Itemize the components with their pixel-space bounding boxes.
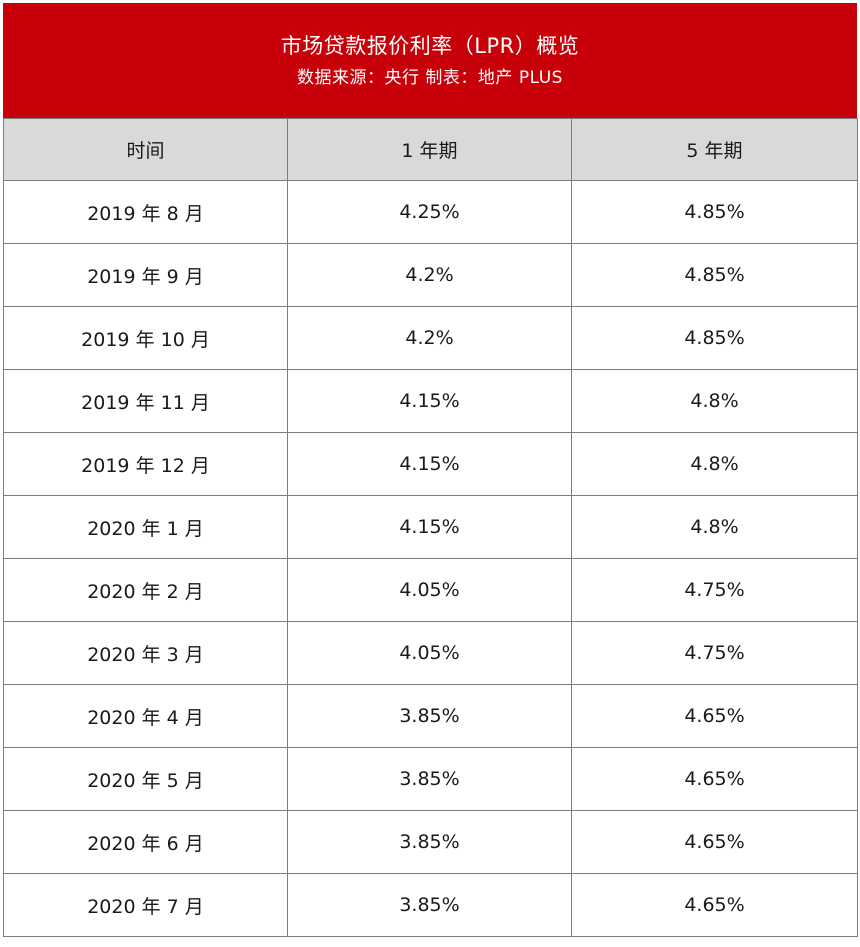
cell-5-year-rate: 4.8% xyxy=(571,369,858,433)
column-header-5-year: 5 年期 xyxy=(571,118,858,181)
cell-5-year-rate: 4.8% xyxy=(571,432,858,496)
cell-5-year-rate: 4.85% xyxy=(571,243,858,307)
table-header-banner: 市场贷款报价利率（LPR）概览 数据来源：央行 制表：地产 PLUS xyxy=(3,3,857,118)
cell-time: 2020 年 2 月 xyxy=(3,558,288,622)
cell-1-year-rate: 4.25% xyxy=(287,180,572,244)
table-row: 2020 年 1 月 4.15% 4.8% xyxy=(3,495,858,559)
column-header-1-year: 1 年期 xyxy=(287,118,572,181)
table-row: 2020 年 3 月 4.05% 4.75% xyxy=(3,621,858,685)
cell-1-year-rate: 3.85% xyxy=(287,747,572,811)
table-row: 2019 年 8 月 4.25% 4.85% xyxy=(3,180,858,244)
cell-time: 2019 年 9 月 xyxy=(3,243,288,307)
cell-1-year-rate: 4.2% xyxy=(287,306,572,370)
cell-5-year-rate: 4.65% xyxy=(571,810,858,874)
cell-5-year-rate: 4.8% xyxy=(571,495,858,559)
cell-5-year-rate: 4.85% xyxy=(571,180,858,244)
cell-time: 2020 年 5 月 xyxy=(3,747,288,811)
cell-1-year-rate: 4.15% xyxy=(287,369,572,433)
table-row: 2020 年 4 月 3.85% 4.65% xyxy=(3,684,858,748)
cell-1-year-rate: 4.05% xyxy=(287,558,572,622)
table-row: 2019 年 9 月 4.2% 4.85% xyxy=(3,243,858,307)
table-row: 2020 年 6 月 3.85% 4.65% xyxy=(3,810,858,874)
cell-time: 2019 年 8 月 xyxy=(3,180,288,244)
table-row: 2019 年 11 月 4.15% 4.8% xyxy=(3,369,858,433)
cell-time: 2020 年 1 月 xyxy=(3,495,288,559)
cell-1-year-rate: 4.2% xyxy=(287,243,572,307)
table-body: 2019 年 8 月 4.25% 4.85% 2019 年 9 月 4.2% 4.85% 2… xyxy=(3,180,858,937)
table-row: 2020 年 5 月 3.85% 4.65% xyxy=(3,747,858,811)
cell-1-year-rate: 3.85% xyxy=(287,810,572,874)
cell-time: 2019 年 11 月 xyxy=(3,369,288,433)
lpr-table: 时间 1 年期 5 年期 2019 年 8 月 4.25% 4.85% 2019 年 … xyxy=(3,118,858,937)
cell-time: 2019 年 12 月 xyxy=(3,432,288,496)
cell-time: 2020 年 4 月 xyxy=(3,684,288,748)
table-row: 2020 年 2 月 4.05% 4.75% xyxy=(3,558,858,622)
table-subtitle: 数据来源：央行 制表：地产 PLUS xyxy=(297,68,563,88)
cell-5-year-rate: 4.75% xyxy=(571,621,858,685)
table-title: 市场贷款报价利率（LPR）概览 xyxy=(280,34,580,58)
cell-5-year-rate: 4.65% xyxy=(571,873,858,937)
cell-1-year-rate: 4.15% xyxy=(287,495,572,559)
cell-5-year-rate: 4.75% xyxy=(571,558,858,622)
cell-5-year-rate: 4.85% xyxy=(571,306,858,370)
cell-time: 2020 年 7 月 xyxy=(3,873,288,937)
cell-time: 2019 年 10 月 xyxy=(3,306,288,370)
column-header-time: 时间 xyxy=(3,118,288,181)
cell-1-year-rate: 3.85% xyxy=(287,684,572,748)
cell-1-year-rate: 4.15% xyxy=(287,432,572,496)
cell-5-year-rate: 4.65% xyxy=(571,747,858,811)
cell-5-year-rate: 4.65% xyxy=(571,684,858,748)
table-row: 2019 年 10 月 4.2% 4.85% xyxy=(3,306,858,370)
cell-time: 2020 年 6 月 xyxy=(3,810,288,874)
table-row: 2020 年 7 月 3.85% 4.65% xyxy=(3,873,858,937)
cell-1-year-rate: 3.85% xyxy=(287,873,572,937)
cell-1-year-rate: 4.05% xyxy=(287,621,572,685)
column-header-row: 时间 1 年期 5 年期 xyxy=(3,118,858,181)
table-row: 2019 年 12 月 4.15% 4.8% xyxy=(3,432,858,496)
cell-time: 2020 年 3 月 xyxy=(3,621,288,685)
